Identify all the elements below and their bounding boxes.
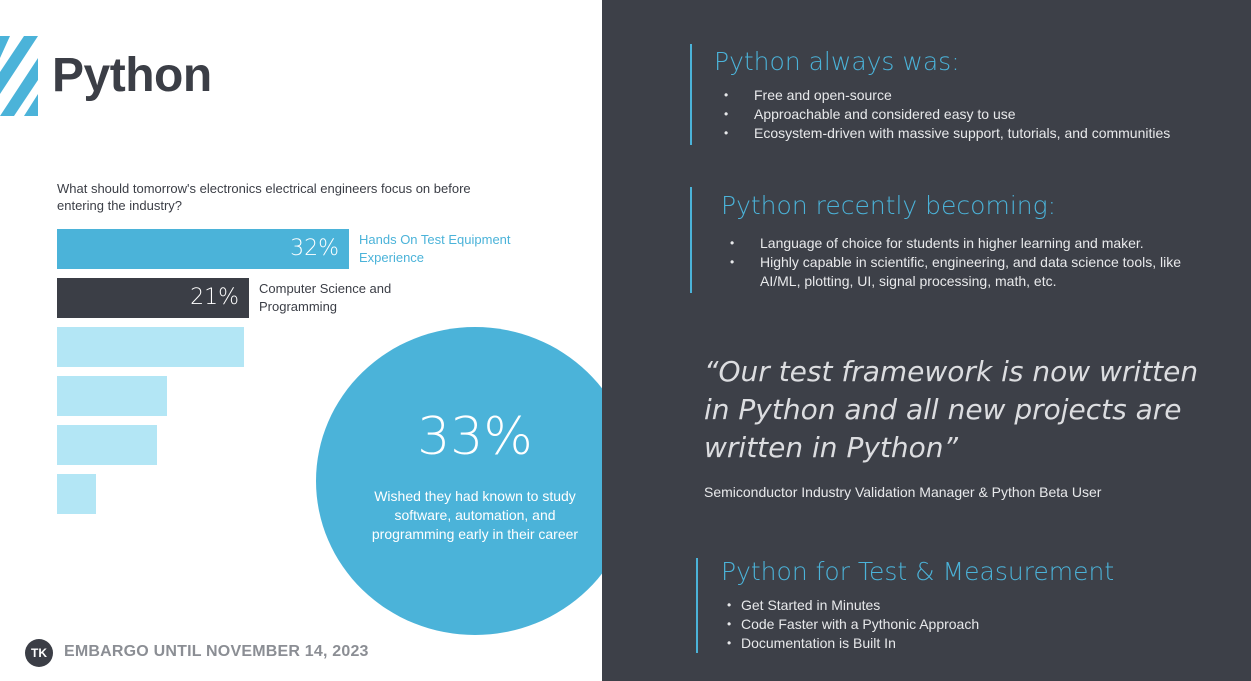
list-item: Highly capable in scientific, engineerin…	[726, 253, 1206, 291]
section-divider-tm	[696, 558, 698, 653]
tk-logo-text: TK	[31, 646, 47, 660]
heading-always: Python always was:	[714, 47, 960, 76]
highlight-percent: 33%	[417, 407, 533, 467]
page-title: Python	[52, 49, 212, 102]
heading-becoming: Python recently becoming:	[721, 191, 1057, 220]
bar-value-label: 21%	[190, 285, 239, 310]
section-divider-always	[690, 44, 692, 145]
bar-4	[57, 425, 157, 465]
quote-author: Semiconductor Industry Validation Manage…	[704, 484, 1102, 500]
bar-value-label: 32%	[290, 236, 339, 261]
list-item: Approachable and considered easy to use	[720, 105, 1170, 124]
bar-3	[57, 376, 167, 416]
testimonial-quote: “Our test framework is now written in Py…	[704, 355, 1199, 464]
list-tm: Get Started in Minutes Code Faster with …	[723, 596, 979, 653]
list-item: Language of choice for students in highe…	[726, 234, 1206, 253]
bar-category-label: Computer Science and Programming	[259, 281, 392, 314]
heading-tm: Python for Test & Measurement	[721, 557, 1115, 586]
highlight-text: Wished they had known to study software,…	[371, 488, 579, 542]
section-divider-becoming	[690, 187, 692, 293]
list-item: Get Started in Minutes	[723, 596, 979, 615]
bar-2	[57, 327, 244, 367]
bar-0: 32%	[57, 229, 349, 269]
stripes-logo-icon	[0, 36, 38, 116]
list-item: Documentation is Built In	[723, 634, 979, 653]
left-panel: Python What should tomorrow's electronic…	[0, 0, 634, 681]
chart-question: What should tomorrow's electronics elect…	[57, 181, 471, 213]
bar-category-label: Hands On Test Equipment Experience	[359, 232, 511, 265]
list-item: Free and open-source	[720, 86, 1170, 105]
highlight-circle: 33% Wished they had known to study softw…	[316, 327, 634, 635]
list-item: Code Faster with a Pythonic Approach	[723, 615, 979, 634]
bar-1: 21%	[57, 278, 249, 318]
list-item: Ecosystem-driven with massive support, t…	[720, 124, 1170, 143]
embargo-notice: EMBARGO UNTIL NOVEMBER 14, 2023	[64, 643, 369, 660]
list-always: Free and open-source Approachable and co…	[720, 86, 1170, 143]
list-becoming: Language of choice for students in highe…	[726, 234, 1206, 291]
tk-logo-icon: TK	[25, 639, 53, 667]
bar-5	[57, 474, 96, 514]
